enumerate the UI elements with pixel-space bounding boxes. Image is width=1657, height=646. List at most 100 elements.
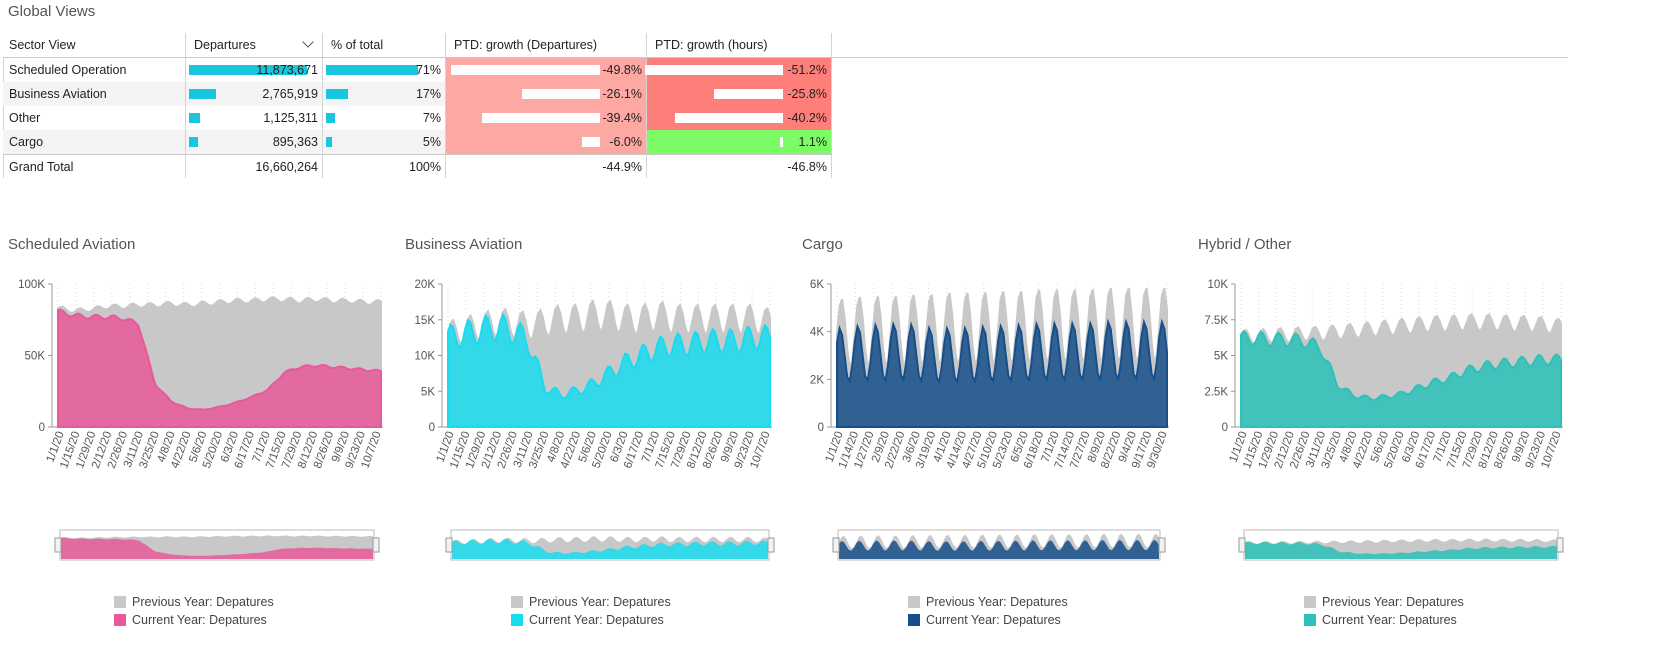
chart-business-aviation[interactable]: 05K10K15K20K1/1/201/15/201/29/202/12/202…	[405, 274, 785, 564]
legend-swatch	[511, 614, 523, 626]
legend-item-previous[interactable]: Previous Year: Depatures	[114, 593, 274, 611]
legend-item-previous[interactable]: Previous Year: Depatures	[908, 593, 1068, 611]
growth-hrs-bar	[713, 89, 783, 99]
series-area[interactable]	[1240, 330, 1562, 428]
header-growth-hours[interactable]: PTD: growth (hours)	[646, 33, 832, 58]
growth-dep-cell: -49.8%	[445, 58, 646, 82]
departures-bar	[189, 137, 198, 147]
table-row[interactable]: Scheduled Operation 11,873,671 71% -49.8% -5…	[3, 58, 832, 82]
navigator-handle-right[interactable]	[1556, 537, 1564, 553]
growth-hrs-cell: -25.8%	[646, 82, 832, 106]
navigator-handle-left[interactable]	[832, 537, 840, 553]
legend-swatch	[114, 596, 126, 608]
panel-business-aviation: Business Aviation 0 5K 10K 15K 20K 1/1/20 1/15…	[405, 234, 785, 644]
table-row[interactable]: Cargo 895,363 5% -6.0% 1.1%	[3, 130, 832, 154]
growth-hrs-bar	[645, 65, 783, 75]
growth-hrs-cell: 1.1%	[646, 130, 832, 154]
range-navigator[interactable]	[54, 528, 380, 562]
legend-item-current[interactable]: Current Year: Depatures	[114, 611, 274, 629]
navigator-handle-left[interactable]	[1238, 537, 1246, 553]
page-title: Global Views	[8, 3, 96, 20]
chart-legend: Previous Year: Depatures Current Year: D…	[511, 593, 671, 629]
legend-item-previous[interactable]: Previous Year: Depatures	[1304, 593, 1464, 611]
y-tick-label: 100K	[18, 279, 45, 291]
growth-dep-cell: -26.1%	[445, 82, 646, 106]
departures-bar	[189, 113, 201, 123]
pct-bar	[326, 137, 333, 147]
table-left-border	[3, 58, 4, 178]
range-navigator[interactable]	[832, 528, 1166, 562]
panel-scheduled-aviation: Scheduled Aviation 0 50K 100K 1/1/20 1/15/20…	[8, 234, 388, 644]
navigator-handle-right[interactable]	[767, 537, 775, 553]
y-tick-label: 20K	[415, 279, 436, 291]
pct-cell: 5%	[322, 130, 445, 154]
y-tick-label: 5K	[421, 386, 435, 398]
legend-item-current[interactable]: Current Year: Depatures	[908, 611, 1068, 629]
departures-cell: 11,873,671	[185, 58, 322, 82]
grand-total-departures: 16,660,264	[185, 155, 322, 178]
grand-total-row: Grand Total 16,660,264 100% -44.9% -46.8…	[3, 154, 832, 178]
growth-hrs-cell: -40.2%	[646, 106, 832, 130]
y-tick-label: 7.5K	[1204, 315, 1228, 327]
y-tick-label: 15K	[415, 315, 436, 327]
navigator-series	[839, 539, 1159, 559]
pct-bar	[326, 113, 336, 123]
departures-cell: 1,125,311	[185, 106, 322, 130]
header-pct-total[interactable]: % of total	[322, 33, 445, 58]
pct-cell: 17%	[322, 82, 445, 106]
sector-name: Scheduled Operation	[9, 63, 127, 77]
growth-hrs-bar	[780, 137, 783, 147]
departures-bar	[189, 89, 217, 99]
y-tick-label: 10K	[415, 351, 436, 363]
chart-title: Business Aviation	[405, 236, 523, 253]
y-tick-label: 6K	[810, 279, 824, 291]
header-departures-label: Departures	[194, 38, 256, 52]
departures-cell: 895,363	[185, 130, 322, 154]
header-growth-departures[interactable]: PTD: growth (Departures)	[445, 33, 646, 58]
y-tick-label: 0	[1222, 422, 1228, 434]
legend-swatch	[511, 596, 523, 608]
panel-cargo: Cargo 0 2K 4K 6K 1/1/20 1/14/20 1/27/20 2/9/20 2…	[802, 234, 1182, 644]
chart-legend: Previous Year: Depatures Current Year: D…	[1304, 593, 1464, 629]
growth-hrs-bar	[674, 113, 783, 123]
departures-bar	[189, 65, 307, 75]
legend-item-current[interactable]: Current Year: Depatures	[511, 611, 671, 629]
table-row[interactable]: Business Aviation 2,765,919 17% -26.1% -25.8…	[3, 82, 832, 106]
grand-total-pct: 100%	[322, 155, 445, 178]
y-tick-label: 0	[429, 422, 435, 434]
table-row[interactable]: Other 1,125,311 7% -39.4% -40.2%	[3, 106, 832, 130]
growth-hrs-cell: -51.2%	[645, 58, 832, 82]
growth-dep-cell: -6.0%	[445, 130, 646, 154]
series-area[interactable]	[836, 318, 1168, 428]
chart-hybrid-other[interactable]: 02.5K5K7.5K10K1/1/201/15/201/29/202/12/2…	[1198, 274, 1578, 564]
departures-cell: 2,765,919	[185, 82, 322, 106]
navigator-handle-left[interactable]	[445, 537, 453, 553]
header-departures[interactable]: Departures	[185, 33, 322, 58]
growth-dep-cell: -39.4%	[445, 106, 646, 130]
legend-swatch	[908, 614, 920, 626]
navigator-handle-left[interactable]	[54, 537, 62, 553]
pct-bar	[326, 89, 349, 99]
y-tick-label: 2K	[810, 374, 824, 386]
range-navigator[interactable]	[1238, 528, 1564, 562]
pct-cell: 7%	[322, 106, 445, 130]
navigator-handle-right[interactable]	[372, 537, 380, 553]
navigator-series	[452, 538, 768, 559]
legend-item-current[interactable]: Current Year: Depatures	[1304, 611, 1464, 629]
chart-cargo[interactable]: 02K4K6K1/1/201/14/201/27/202/9/202/22/20…	[802, 274, 1182, 564]
legend-item-previous[interactable]: Previous Year: Depatures	[511, 593, 671, 611]
pct-cell: 71%	[322, 58, 445, 82]
header-sector-view[interactable]: Sector View	[9, 38, 76, 52]
chart-title: Cargo	[802, 236, 843, 253]
chevron-down-icon[interactable]	[302, 36, 314, 48]
chart-scheduled-aviation[interactable]: 050K100K1/1/201/15/201/29/202/12/202/26/…	[8, 274, 388, 564]
series-area[interactable]	[57, 308, 382, 428]
y-tick-label: 0	[818, 422, 824, 434]
y-tick-label: 50K	[25, 351, 46, 363]
navigator-handle-right[interactable]	[1158, 537, 1166, 553]
pct-bar	[326, 65, 418, 75]
range-navigator[interactable]	[445, 528, 775, 562]
table-header-row: Sector View Departures % of total PTD: g…	[3, 33, 832, 58]
grand-total-growth-dep: -44.9%	[445, 155, 646, 178]
series-area[interactable]	[447, 312, 771, 428]
